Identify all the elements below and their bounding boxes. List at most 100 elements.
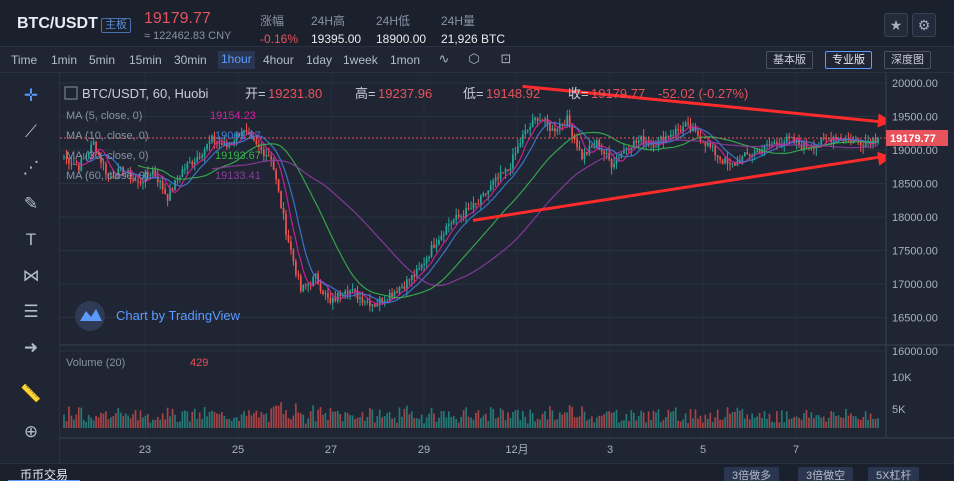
candlestick-chart[interactable]: 20000.00 19500.00 19000.00 18500.00 18000.00… xyxy=(60,73,954,463)
spot-trade-tab[interactable]: 币币交易 xyxy=(8,466,81,481)
candle-body xyxy=(566,115,569,127)
zoom-icon[interactable]: ⊕ xyxy=(23,422,39,441)
volume-bar xyxy=(129,418,132,428)
settings-icon[interactable]: ⚙ xyxy=(912,13,936,37)
volume-bar xyxy=(640,410,643,428)
volume-bar xyxy=(309,411,312,428)
volume-bar xyxy=(558,412,561,428)
candle-body xyxy=(487,190,490,195)
timeframe-1hour[interactable]: 1hour xyxy=(218,51,255,69)
volume-bar xyxy=(820,417,823,428)
star-icon[interactable]: ★ xyxy=(884,13,908,37)
candle-body xyxy=(114,177,117,179)
volume-bar xyxy=(114,413,117,428)
time-tick-label: 25 xyxy=(232,444,244,456)
candle-body xyxy=(605,153,608,155)
candle-body xyxy=(734,163,736,166)
short-3x-button[interactable]: 3倍做空 xyxy=(798,467,854,481)
candle-body xyxy=(539,119,541,121)
volume-bar xyxy=(324,412,327,428)
volume-bar xyxy=(605,411,608,428)
volume-bar xyxy=(746,414,749,428)
chart-area[interactable]: 20000.00 19500.00 19000.00 18500.00 18000.00… xyxy=(60,73,954,463)
candle-body xyxy=(706,142,709,146)
candle-body xyxy=(499,172,502,179)
volume-bar xyxy=(208,411,211,428)
volume-bar xyxy=(92,420,95,428)
pattern-icon[interactable]: ⋈ xyxy=(22,266,40,285)
ma60-label: MA (60, close, 0) xyxy=(66,170,149,182)
candle-body xyxy=(255,140,258,145)
view-depth-button[interactable]: 深度图 xyxy=(884,51,931,69)
volume-bar xyxy=(672,411,675,428)
volume-bar xyxy=(669,412,672,428)
candle-body xyxy=(191,161,194,165)
crosshair-icon[interactable]: ✛ xyxy=(23,86,39,105)
trendline xyxy=(522,84,883,124)
timeframe-30min[interactable]: 30min xyxy=(174,53,207,67)
current-price-box xyxy=(886,129,948,146)
volume-bar xyxy=(378,409,381,428)
screenshot-icon[interactable]: ⊡ xyxy=(500,51,512,66)
volume-bar xyxy=(568,405,571,428)
candle-body xyxy=(383,300,386,303)
volume-bar xyxy=(551,410,554,428)
long-3x-button[interactable]: 3倍做多 xyxy=(724,467,780,481)
volume-bar xyxy=(258,417,260,428)
candle-body xyxy=(425,258,428,264)
candle-body xyxy=(679,129,682,132)
candle-body xyxy=(721,159,724,164)
legend-change: -52.02 (-0.27%) xyxy=(658,86,748,101)
candle-body xyxy=(480,195,482,204)
chart-settings-icon[interactable]: ⬡ xyxy=(468,51,480,66)
volume-bar xyxy=(576,417,578,428)
timeframe-time[interactable]: Time xyxy=(11,53,38,67)
back-arrow-icon[interactable]: ➜ xyxy=(23,338,39,357)
candle-body xyxy=(322,290,324,294)
fib-icon[interactable]: ⋰ xyxy=(22,158,40,177)
pair-name[interactable]: BTC/USDT xyxy=(17,15,98,32)
volume-bar xyxy=(704,414,707,428)
indicator-icon[interactable]: ∿ xyxy=(438,51,450,66)
volume-bar xyxy=(711,421,714,428)
timeframe-15min[interactable]: 15min xyxy=(129,53,162,67)
trend-line-icon[interactable]: ⟋ xyxy=(25,122,37,141)
timeframe-1day[interactable]: 1day xyxy=(306,53,333,67)
volume-bar xyxy=(381,417,384,428)
tradingview-logo-mark xyxy=(80,309,102,321)
volume-bar xyxy=(854,416,857,428)
volume-bar xyxy=(588,419,591,428)
candle-body xyxy=(334,297,337,302)
candle-body xyxy=(477,203,480,205)
collapse-icon[interactable] xyxy=(64,86,78,100)
candle-body xyxy=(521,134,524,144)
leverage-5x-button[interactable]: 5X杠杆 xyxy=(868,467,920,481)
timeframe-1week[interactable]: 1week xyxy=(343,53,378,67)
timeframe-4hour[interactable]: 4hour xyxy=(263,53,294,67)
candle-body xyxy=(475,203,477,205)
volume-bar xyxy=(465,407,467,428)
text-icon[interactable]: T xyxy=(25,230,37,249)
timeframe-5min[interactable]: 5min xyxy=(89,53,116,67)
view-basic-button[interactable]: 基本版 xyxy=(766,51,813,69)
brush-icon[interactable]: ✎ xyxy=(23,194,39,213)
candle-body xyxy=(682,126,684,132)
volume-bar xyxy=(373,422,376,428)
volume-bar xyxy=(642,412,645,428)
candle-body xyxy=(270,156,273,160)
candle-body xyxy=(549,123,551,131)
volume-bar xyxy=(763,411,766,428)
volume-bar xyxy=(566,412,569,428)
volume-bar xyxy=(825,421,828,428)
volume-bar xyxy=(502,410,504,428)
volume-bar xyxy=(339,413,342,428)
volume-bar xyxy=(235,417,238,428)
timeframe-1mon[interactable]: 1mon xyxy=(390,53,421,67)
ruler-icon[interactable]: 📏 xyxy=(20,384,42,403)
volume-bar xyxy=(692,418,694,428)
measure-icon[interactable]: ☰ xyxy=(23,302,39,321)
timeframe-1min[interactable]: 1min xyxy=(51,53,78,67)
volume-bar xyxy=(100,412,102,428)
view-pro-button[interactable]: 专业版 xyxy=(825,51,872,69)
volume-bar xyxy=(753,417,756,428)
